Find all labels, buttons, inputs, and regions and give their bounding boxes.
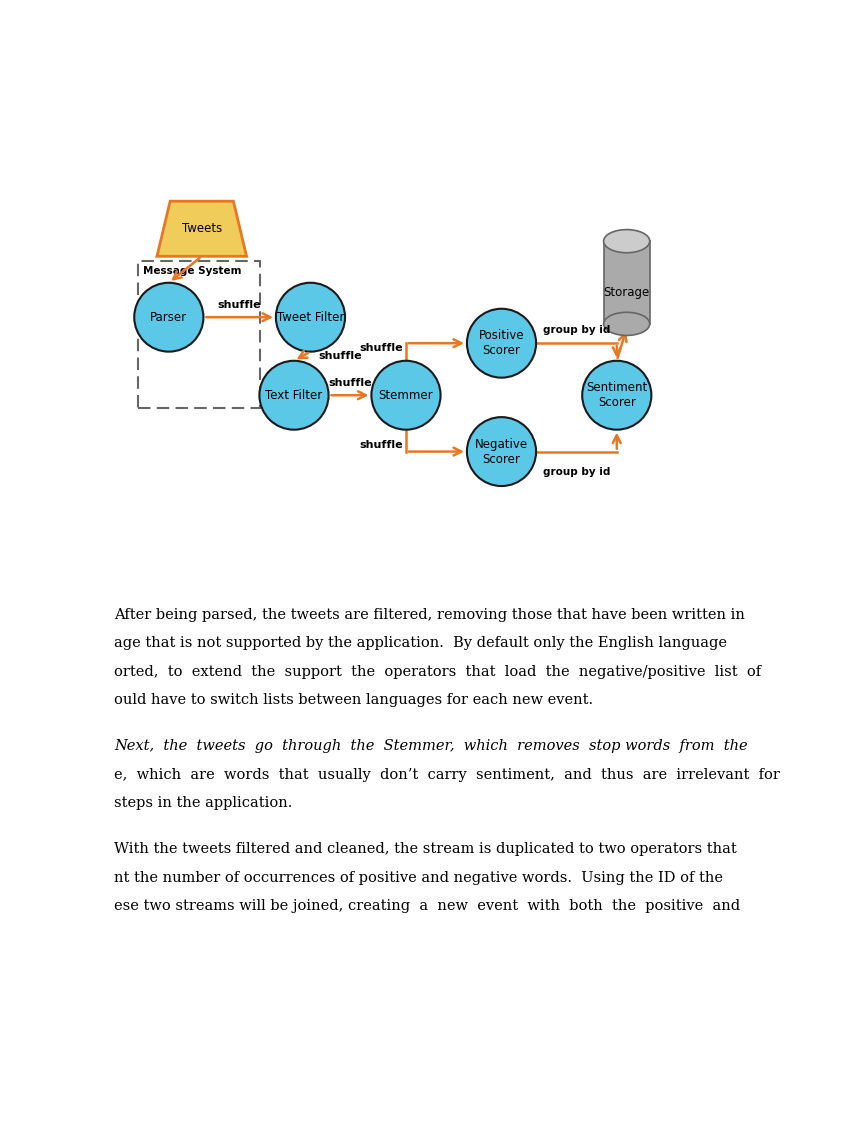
Text: Message System: Message System: [143, 266, 241, 276]
Ellipse shape: [582, 360, 651, 430]
Text: Next,  the  tweets  go  through  the  Stemmer,  which  removes  stop words  from: Next, the tweets go through the Stemmer,…: [114, 740, 748, 753]
Text: Sentiment
Scorer: Sentiment Scorer: [586, 382, 648, 409]
Polygon shape: [157, 202, 246, 257]
Ellipse shape: [467, 309, 536, 377]
Text: group by id: group by id: [543, 467, 610, 477]
Text: shuffle: shuffle: [319, 351, 362, 361]
Text: group by id: group by id: [543, 324, 610, 334]
Ellipse shape: [134, 283, 203, 351]
Text: Tweet Filter: Tweet Filter: [277, 311, 344, 323]
Text: age that is not supported by the application.  By default only the English langu: age that is not supported by the applica…: [114, 636, 727, 650]
Ellipse shape: [259, 360, 329, 430]
Text: e,  which  are  words  that  usually  don’t  carry  sentiment,  and  thus  are  : e, which are words that usually don’t ca…: [114, 768, 780, 781]
Ellipse shape: [467, 417, 536, 486]
Text: Parser: Parser: [150, 311, 187, 323]
Text: ese two streams will be joined, creating  a  new  event  with  both  the  positi: ese two streams will be joined, creating…: [114, 900, 740, 913]
Text: Tweets: Tweets: [182, 222, 222, 235]
Text: shuffle: shuffle: [359, 342, 403, 352]
Text: After being parsed, the tweets are filtered, removing those that have been writt: After being parsed, the tweets are filte…: [114, 608, 745, 622]
Text: shuffle: shuffle: [218, 301, 262, 311]
Ellipse shape: [276, 283, 345, 351]
Text: steps in the application.: steps in the application.: [114, 796, 292, 811]
Text: shuffle: shuffle: [359, 440, 403, 450]
Text: Storage: Storage: [604, 286, 649, 298]
Ellipse shape: [604, 230, 649, 252]
Ellipse shape: [604, 312, 649, 336]
Text: nt the number of occurrences of positive and negative words.  Using the ID of th: nt the number of occurrences of positive…: [114, 870, 723, 885]
Text: shuffle: shuffle: [328, 378, 371, 388]
Ellipse shape: [371, 360, 440, 430]
Text: With the tweets filtered and cleaned, the stream is duplicated to two operators : With the tweets filtered and cleaned, th…: [114, 842, 737, 856]
Text: Stemmer: Stemmer: [378, 388, 434, 402]
Text: ould have to switch lists between languages for each new event.: ould have to switch lists between langua…: [114, 694, 593, 707]
Text: Positive
Scorer: Positive Scorer: [479, 329, 524, 357]
Text: Text Filter: Text Filter: [265, 388, 323, 402]
Bar: [604, 241, 649, 324]
Text: orted,  to  extend  the  support  the  operators  that  load  the  negative/posi: orted, to extend the support the operato…: [114, 664, 762, 679]
Text: Negative
Scorer: Negative Scorer: [475, 438, 528, 465]
